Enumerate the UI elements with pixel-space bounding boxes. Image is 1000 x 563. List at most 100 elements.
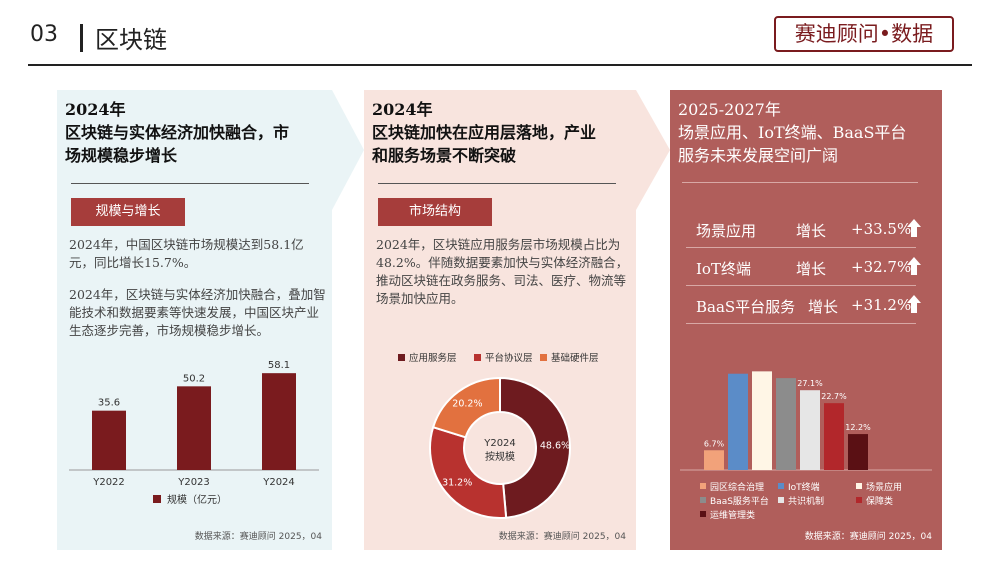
data-label: 27.1% [797, 379, 823, 388]
data-source: 数据来源：赛迪顾问 2025，04 [498, 532, 626, 542]
panel-future-growth: 2025-2027年 场景应用、IoT终端、BaaS平台 服务未来发展空间广阔 … [670, 90, 942, 550]
panel-title-line: 和服务场景不断突破 [372, 146, 517, 165]
panel-title: 2024年 区块链与实体经济加快融合，市 场规模稳步增长 [65, 98, 289, 167]
tick-label: Y2022 [92, 477, 125, 488]
flow-arrow-2 [636, 90, 670, 210]
bar [704, 450, 724, 470]
legend-swatch [540, 354, 547, 361]
legend-label: 规模（亿元） [167, 493, 227, 506]
panel-title-line: 服务未来发展空间广阔 [678, 146, 839, 165]
panel-title-line: 2024年 [65, 100, 126, 119]
section-number: 03 [30, 22, 58, 47]
legend-label: BaaS服务平台 [710, 495, 769, 507]
panel-title-line: 区块链与实体经济加快融合，市 [65, 123, 290, 142]
section-tag: 规模与增长 [71, 198, 185, 226]
legend-label: 保障类 [866, 495, 893, 507]
metric-label: 增长 [796, 260, 827, 278]
panel-paragraph: 2024年，区块链与实体经济加快融合，叠加智能技术和数据要素等快速发展，中国区块… [69, 287, 326, 338]
data-label: 22.7% [821, 392, 847, 401]
metric-divider [686, 285, 916, 286]
metric-value: +32.7% [851, 258, 912, 276]
donut-center-label: 按规模 [485, 450, 515, 463]
legend-swatch [700, 483, 706, 489]
slice-label: 20.2% [452, 399, 482, 410]
panel-title-line: 区块链加快在应用层落地，产业 [372, 123, 597, 142]
metric-label: 增长 [808, 298, 839, 316]
metric-name: BaaS平台服务 [696, 298, 796, 316]
panel-title-line: 2025-2027年 [678, 100, 781, 119]
legend-label: 平台协议层 [485, 352, 533, 364]
metric-name: 场景应用 [696, 222, 757, 240]
donut-slice [431, 376, 501, 439]
legend-swatch [474, 354, 481, 361]
bar [800, 390, 820, 470]
metric-label: 增长 [796, 222, 827, 240]
flow-arrow-1 [332, 90, 364, 210]
bar [776, 378, 796, 470]
legend-swatch [778, 483, 784, 489]
panel-paragraph: 2024年，中国区块链市场规模达到58.1亿元，同比增长15.7%。 [69, 237, 304, 270]
data-label: 12.2% [845, 423, 871, 432]
bar [848, 434, 868, 470]
panel-rule [378, 183, 616, 184]
panel-rule [71, 183, 309, 184]
legend-label: 运维管理类 [710, 509, 755, 521]
legend-swatch [700, 511, 706, 517]
data-label: 35.6 [98, 398, 120, 409]
data-label: 58.1 [268, 360, 290, 371]
panel-rule [682, 182, 918, 183]
metric-name: IoT终端 [696, 260, 751, 278]
donut-slice [429, 425, 508, 519]
metric-divider [686, 323, 916, 324]
brand-logo: 赛迪顾问•数据 [774, 16, 954, 52]
bar [728, 373, 748, 470]
panel-title-line: 场景应用、IoT终端、BaaS平台 [678, 123, 907, 142]
bar [177, 386, 211, 470]
legend-label: 共识机制 [788, 495, 824, 507]
donut-center-label: Y2024 [483, 438, 516, 449]
slice-label: 48.6% [540, 441, 570, 452]
legend-label: 基础硬件层 [551, 352, 599, 364]
data-label: 6.7% [704, 439, 725, 448]
header-rule [28, 64, 972, 66]
up-arrow-icon [907, 295, 921, 313]
panel-title-line: 场规模稳步增长 [65, 146, 178, 165]
legend-swatch [398, 354, 405, 361]
panel-market-structure: 2024年 区块链加快在应用层落地，产业 和服务场景不断突破 市场结构 2024… [364, 90, 636, 550]
market-size-bar-chart: 35.6 Y2022 50.2 Y2023 58.1 Y2024 规模（亿元） [69, 360, 319, 506]
bar [262, 373, 296, 470]
up-arrow-icon [907, 257, 921, 275]
metric-divider [686, 247, 916, 248]
panel-title: 2024年 区块链加快在应用层落地，产业 和服务场景不断突破 [372, 98, 596, 167]
page-title: 区块链 [95, 26, 167, 54]
panel-market-size: 2024年 区块链与实体经济加快融合，市 场规模稳步增长 规模与增长 2024年… [57, 90, 332, 550]
legend-swatch [778, 497, 784, 503]
data-label: 50.2 [183, 373, 205, 384]
data-source: 数据来源：赛迪顾问 2025，04 [194, 532, 322, 542]
legend-label: 应用服务层 [409, 352, 457, 364]
section-tag: 市场结构 [378, 198, 492, 226]
donut-slice [499, 376, 571, 519]
legend-swatch [856, 483, 862, 489]
panel-title-line: 2024年 [372, 100, 433, 119]
up-arrow-icon [907, 219, 921, 237]
legend-label: IoT终端 [788, 481, 820, 493]
tick-label: Y2023 [177, 477, 210, 488]
slice-label: 31.2% [442, 478, 472, 489]
legend-label: 场景应用 [866, 481, 902, 493]
legend-swatch [700, 497, 706, 503]
header-divider [80, 24, 83, 52]
bar [752, 371, 772, 470]
bar [92, 410, 126, 470]
bar [824, 403, 844, 470]
panel-title: 2025-2027年 场景应用、IoT终端、BaaS平台 服务未来发展空间广阔 [678, 98, 906, 167]
panel-paragraph: 2024年，区块链应用服务层市场规模占比为48.2%。伴随数据要素加快与实体经济… [376, 237, 629, 306]
legend-label: 园区综合治理 [710, 481, 764, 493]
tick-label: Y2024 [262, 477, 295, 488]
metric-value: +33.5% [851, 220, 912, 238]
metric-value: +31.2% [851, 296, 912, 314]
growth-bar-chart: 6.7% 27.1% 22.7% 12.2% 园区综合治理 IoT终端 场景应用 BaaS服务… [680, 371, 932, 521]
legend-swatch [856, 497, 862, 503]
legend-swatch [153, 495, 161, 503]
